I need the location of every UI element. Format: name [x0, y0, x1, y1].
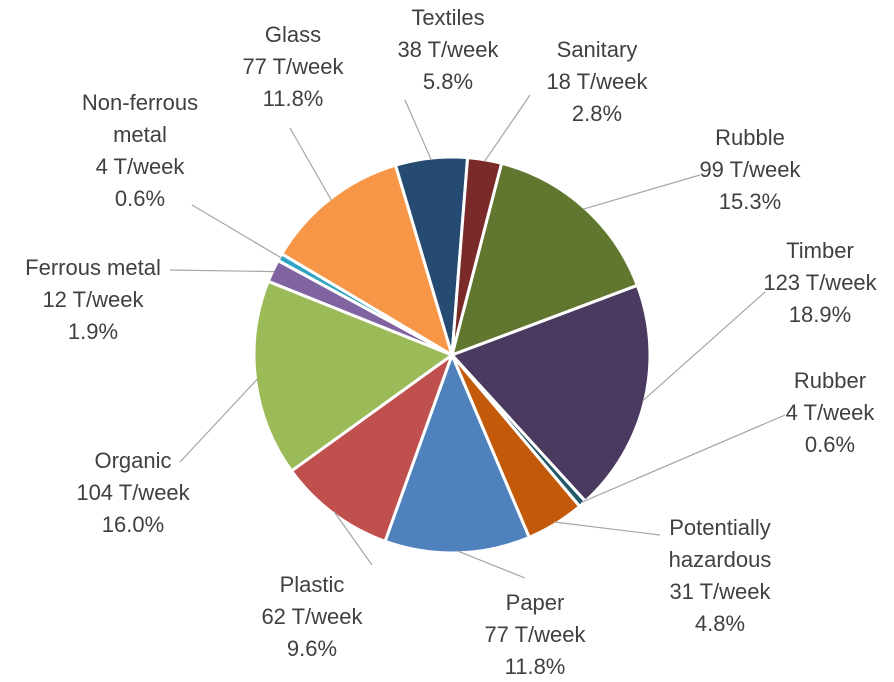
- data-label-value: 104 T/week: [76, 480, 190, 505]
- data-label-name: Textiles: [411, 5, 484, 30]
- data-label-textiles: Textiles 38 T/week 5.8%: [397, 5, 499, 94]
- leader-line-glass: [289, 127, 333, 201]
- data-label-percent: 9.6%: [287, 636, 337, 661]
- leader-line-ferrous-metal: [169, 269, 275, 273]
- data-label-timber: Timber 123 T/week 18.9%: [763, 238, 877, 327]
- data-label-value: 12 T/week: [42, 287, 144, 312]
- data-label-plastic: Plastic 62 T/week 9.6%: [261, 572, 363, 661]
- pie-slice-rubble: [450, 161, 639, 357]
- leader-lines-layer: [169, 94, 786, 579]
- data-label-value: 77 T/week: [484, 622, 586, 647]
- pie-slice-timber: [450, 283, 652, 503]
- data-label-value: 4 T/week: [786, 400, 876, 425]
- data-label-percent: 16.0%: [102, 512, 164, 537]
- leader-line-paper: [457, 550, 526, 579]
- data-label-percent: 18.9%: [789, 302, 851, 327]
- data-label-name: Ferrous metal: [25, 255, 161, 280]
- leader-line-plastic: [333, 511, 373, 566]
- leader-line-organic: [179, 378, 258, 463]
- data-label-glass: Glass 77 T/week 11.8%: [242, 22, 344, 111]
- labels-layer: Rubble 99 T/week 15.3%Timber 123 T/week 18.9…: [25, 5, 878, 679]
- leader-line-potentially-hazardous: [554, 521, 661, 536]
- data-label-paper: Paper 77 T/week 11.8%: [484, 590, 586, 679]
- data-label-non-ferrous-metal: Non-ferrous metal 4 T/week 0.6%: [82, 90, 198, 211]
- data-label-rubble: Rubble 99 T/week 15.3%: [699, 125, 801, 214]
- pie-slice-plastic: [289, 353, 454, 543]
- data-label-value: 62 T/week: [261, 604, 363, 629]
- data-label-potentially-hazardous: Potentially hazardous 31 T/week 4.8%: [669, 515, 772, 636]
- data-label-name: Rubble: [715, 125, 785, 150]
- data-label-percent: 1.9%: [68, 319, 118, 344]
- data-label-value: 18 T/week: [546, 69, 648, 94]
- data-label-name: Non-ferrous: [82, 90, 198, 115]
- data-label-percent: 11.8%: [505, 654, 566, 679]
- leader-line-rubber: [580, 414, 786, 503]
- data-label-percent: 4.8%: [695, 611, 745, 636]
- data-label-name: Rubber: [794, 368, 866, 393]
- data-label-name: Timber: [786, 238, 854, 263]
- leader-line-textiles: [404, 99, 432, 161]
- data-label-value: 99 T/week: [699, 157, 801, 182]
- data-label-rubber: Rubber 4 T/week 0.6%: [786, 368, 876, 457]
- data-label-value: 31 T/week: [669, 579, 771, 604]
- pie-slice-paper: [383, 353, 531, 555]
- data-label-percent: 0.6%: [805, 432, 855, 457]
- leader-line-rubble: [582, 174, 701, 210]
- pie-slice-organic: [252, 279, 454, 473]
- leader-line-sanitary: [483, 94, 531, 163]
- data-label-name: Sanitary: [557, 37, 638, 62]
- data-label-value: 123 T/week: [763, 270, 877, 295]
- leader-line-timber: [642, 291, 766, 402]
- data-label-percent: 2.8%: [572, 101, 622, 126]
- data-label-ferrous-metal: Ferrous metal 12 T/week 1.9%: [25, 255, 161, 344]
- data-label-name: metal: [113, 122, 167, 147]
- data-label-percent: 5.8%: [423, 69, 473, 94]
- data-label-name: Glass: [265, 22, 321, 47]
- leader-line-non-ferrous-metal: [191, 204, 282, 259]
- data-label-name: Plastic: [280, 572, 345, 597]
- data-label-percent: 15.3%: [719, 189, 781, 214]
- slices-layer: [252, 155, 652, 555]
- data-label-percent: 11.8%: [263, 86, 324, 111]
- data-label-value: 38 T/week: [397, 37, 499, 62]
- pie-slice-sanitary: [450, 156, 504, 357]
- data-label-name: Paper: [506, 590, 565, 615]
- data-label-value: 4 T/week: [96, 154, 186, 179]
- data-label-sanitary: Sanitary 18 T/week 2.8%: [546, 37, 648, 126]
- data-label-name: Organic: [94, 448, 171, 473]
- data-label-name: Potentially: [669, 515, 771, 540]
- data-label-value: 77 T/week: [242, 54, 344, 79]
- data-label-percent: 0.6%: [115, 186, 165, 211]
- data-label-name: hazardous: [669, 547, 772, 572]
- data-label-organic: Organic 104 T/week 16.0%: [76, 448, 190, 537]
